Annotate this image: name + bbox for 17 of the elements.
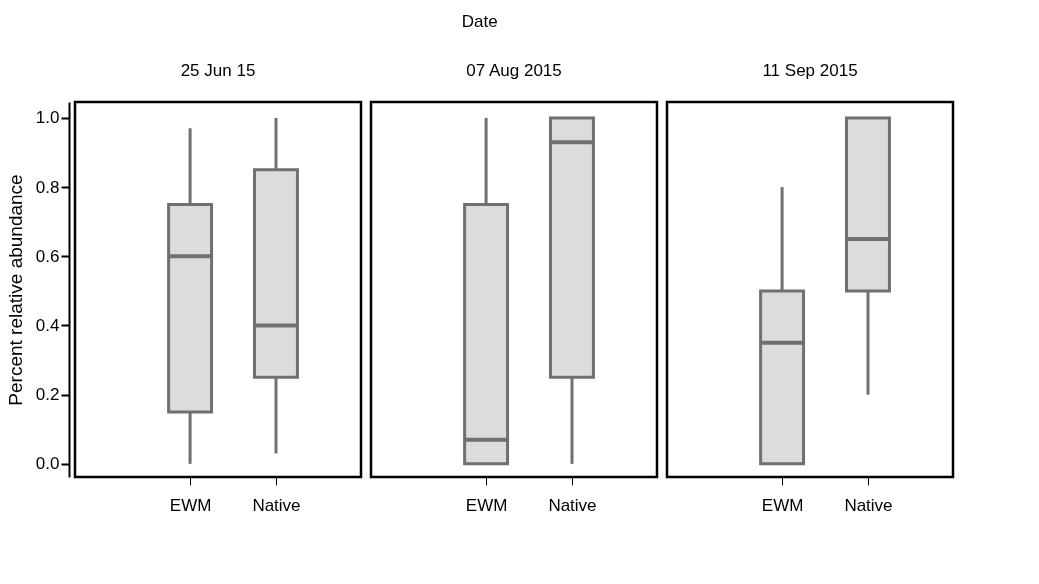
x-tick-label: Native xyxy=(844,495,893,515)
y-axis-title: Percent relative abundance xyxy=(4,174,26,406)
x-tick-label: Native xyxy=(548,495,597,515)
chart-title: 11 Sep 2015 xyxy=(762,61,858,80)
y-tick-label: 0.2 xyxy=(35,385,60,405)
y-tick-label: 0.8 xyxy=(35,177,60,197)
x-tick-label: EWM xyxy=(169,495,212,515)
y-tick-label: 0.0 xyxy=(35,454,60,474)
y-tick-label: 1.0 xyxy=(35,108,60,128)
y-tick-label: 0.4 xyxy=(35,315,60,335)
text: Date xyxy=(461,11,498,31)
chart-title: 25 Jun 15 xyxy=(180,61,256,80)
x-tick-label: EWM xyxy=(465,495,508,515)
x-tick-label: Native xyxy=(252,495,301,515)
chart-title: 07 Aug 2015 xyxy=(466,61,562,80)
y-tick-label: 0.6 xyxy=(35,246,60,266)
x-tick-label: EWM xyxy=(761,495,804,515)
